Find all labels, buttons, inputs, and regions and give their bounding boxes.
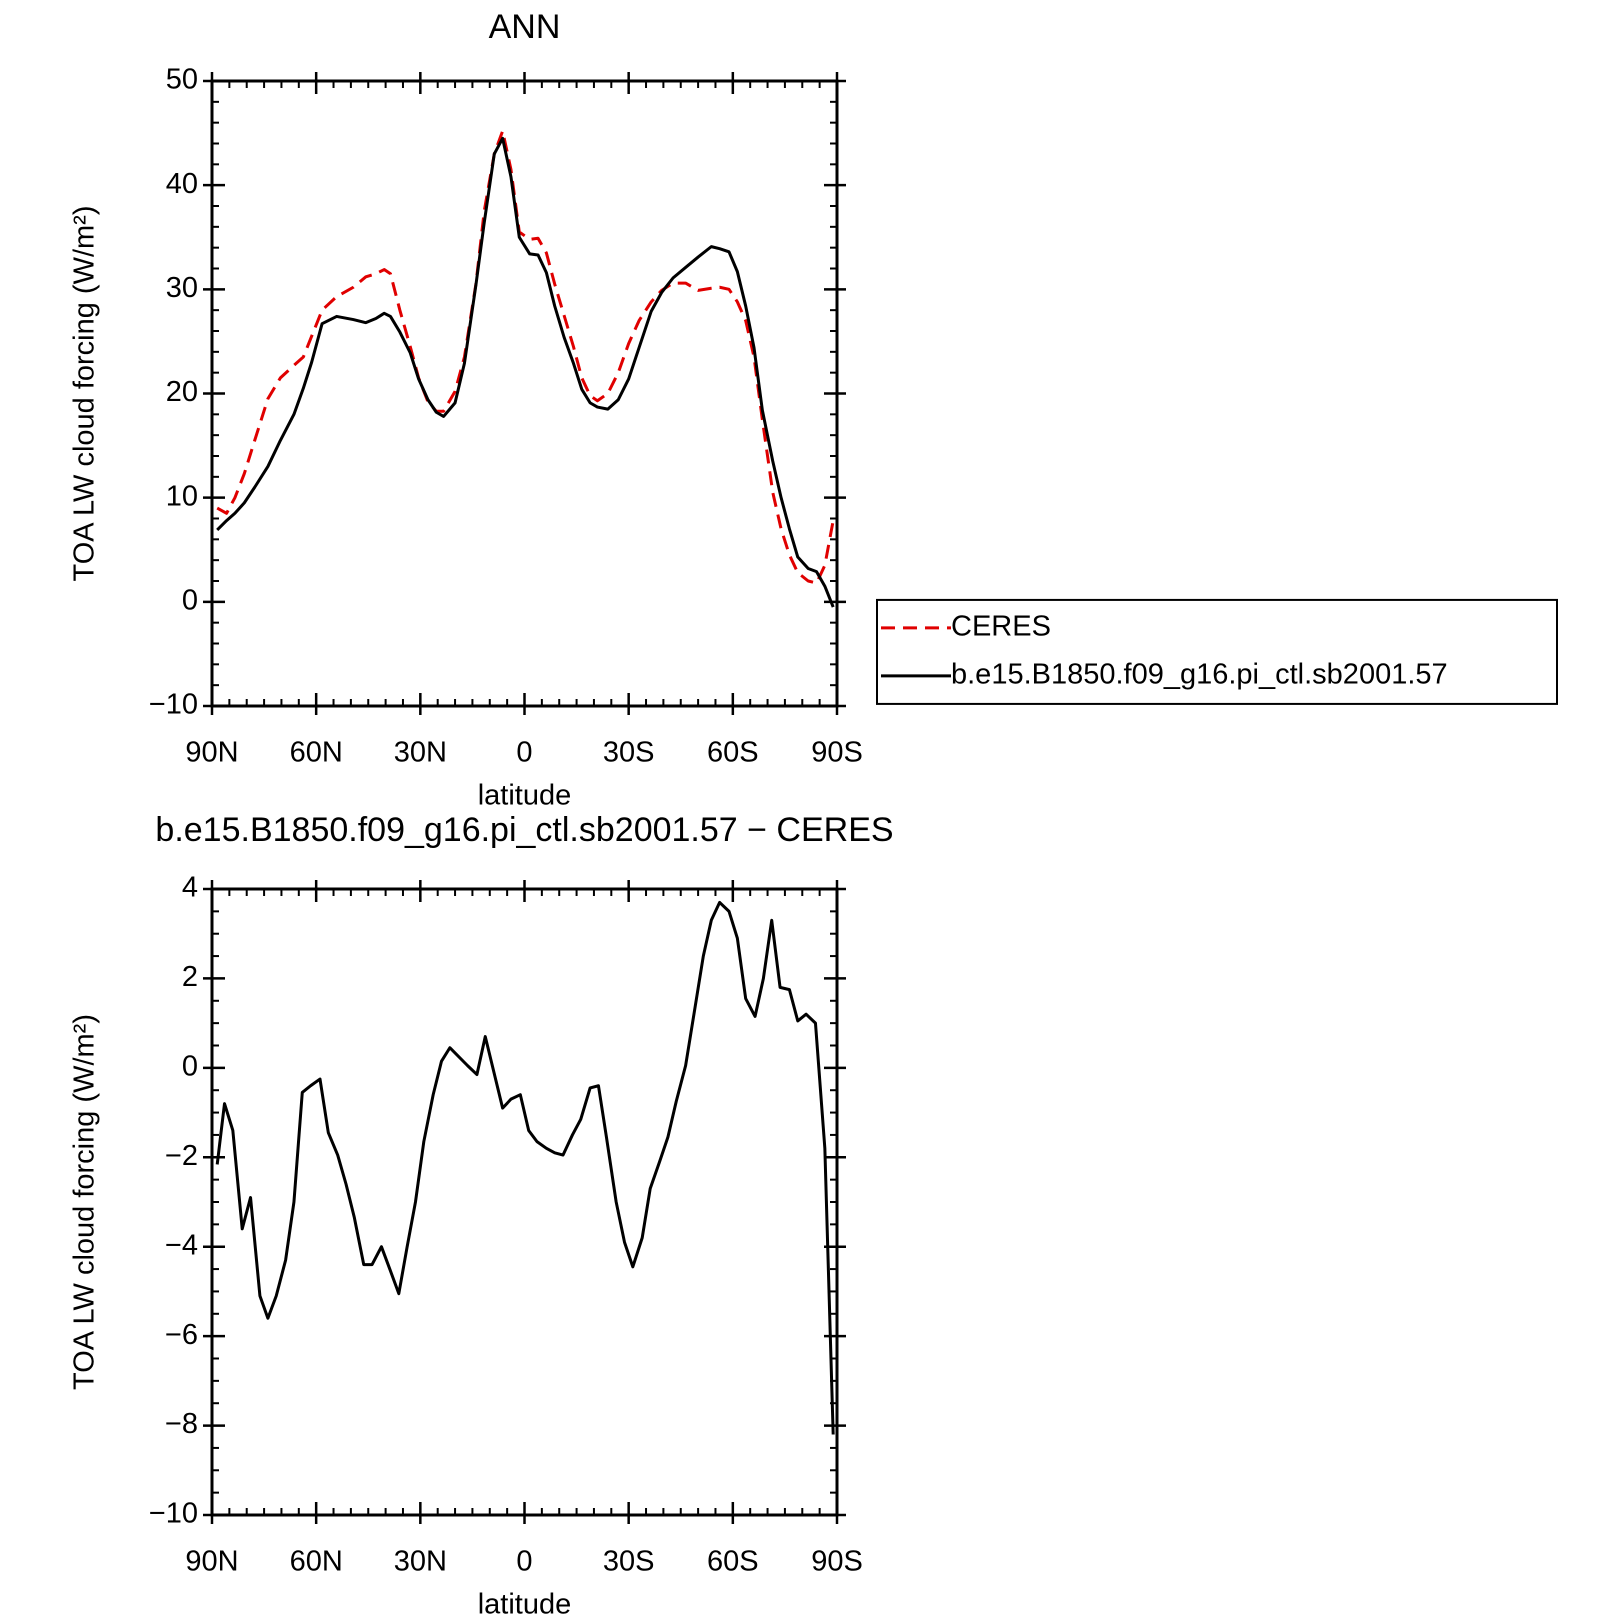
data-line bbox=[215, 900, 835, 1435]
y-tick-label: 10 bbox=[166, 480, 198, 512]
data-line bbox=[216, 136, 835, 608]
y-tick-label: 50 bbox=[166, 64, 198, 96]
legend-label: b.e15.B1850.f09_g16.pi_ctl.sb2001.57 bbox=[951, 659, 1448, 691]
legend-label: CERES bbox=[951, 611, 1051, 643]
x-tick-label: 30S bbox=[603, 1546, 655, 1578]
y-tick-label: −10 bbox=[149, 1498, 198, 1530]
chart-title: ANN bbox=[489, 8, 561, 46]
legend-box bbox=[876, 598, 1558, 705]
y-tick-label: −6 bbox=[165, 1319, 198, 1351]
plot-frame bbox=[210, 79, 839, 708]
x-tick-label: 90S bbox=[811, 737, 863, 769]
y-tick-label: 30 bbox=[166, 272, 198, 304]
y-tick-label: −8 bbox=[165, 1408, 198, 1440]
x-tick-label: 60S bbox=[707, 1546, 759, 1578]
y-tick-label: −4 bbox=[165, 1229, 198, 1261]
y-tick-label: −10 bbox=[149, 689, 198, 721]
x-tick-label: 90N bbox=[185, 737, 238, 769]
chart-title: b.e15.B1850.f09_g16.pi_ctl.sb2001.57 − C… bbox=[155, 811, 893, 849]
x-axis-label: latitude bbox=[478, 1589, 572, 1619]
y-tick-label: −2 bbox=[165, 1140, 198, 1172]
plot-frame bbox=[210, 887, 839, 1517]
y-tick-label: 0 bbox=[182, 584, 198, 616]
y-tick-label: 2 bbox=[182, 961, 198, 993]
x-tick-label: 60N bbox=[290, 1546, 343, 1578]
x-tick-label: 0 bbox=[516, 1546, 532, 1578]
y-tick-label: 4 bbox=[182, 872, 198, 904]
x-tick-label: 30N bbox=[394, 737, 447, 769]
y-axis-label: TOA LW cloud forcing (W/m²) bbox=[69, 1014, 101, 1390]
y-tick-label: 20 bbox=[166, 376, 198, 408]
y-tick-label: 40 bbox=[166, 168, 198, 200]
data-line bbox=[216, 129, 835, 585]
x-tick-label: 60N bbox=[290, 737, 343, 769]
x-tick-label: 60S bbox=[707, 737, 759, 769]
x-tick-label: 90N bbox=[185, 1546, 238, 1578]
x-axis-label: latitude bbox=[478, 780, 572, 812]
x-tick-label: 0 bbox=[516, 737, 532, 769]
y-tick-label: 0 bbox=[182, 1051, 198, 1083]
y-axis-label: TOA LW cloud forcing (W/m²) bbox=[69, 206, 101, 582]
x-tick-label: 90S bbox=[811, 1546, 863, 1578]
x-tick-label: 30S bbox=[603, 737, 655, 769]
x-tick-label: 30N bbox=[394, 1546, 447, 1578]
